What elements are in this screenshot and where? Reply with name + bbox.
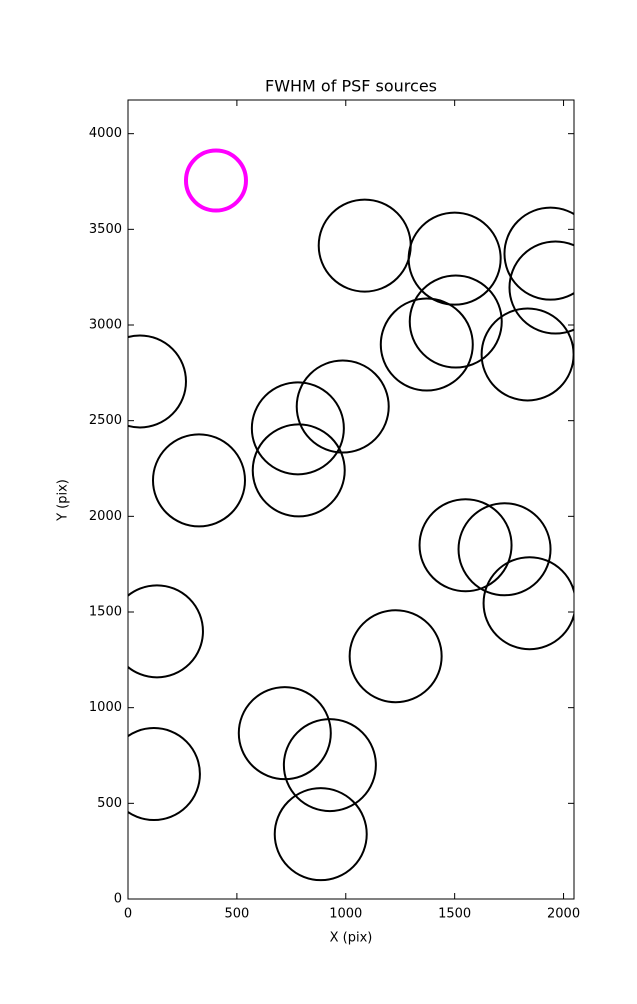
source-marker: [250, 381, 345, 476]
source-marker: [295, 359, 390, 454]
x-tick-label: 1500: [438, 907, 471, 922]
y-tick-label: 4000: [89, 126, 122, 141]
source-marker: [273, 787, 368, 882]
source-marker: [482, 556, 574, 651]
source-marker: [282, 718, 377, 813]
plot-area: [128, 148, 574, 882]
y-tick-label: 1500: [89, 605, 122, 620]
source-marker: [251, 423, 346, 518]
source-marker: [457, 502, 552, 597]
source-marker: [503, 206, 574, 301]
x-tick-label: 0: [124, 907, 132, 922]
y-tick-label: 3500: [89, 222, 122, 237]
source-marker: [128, 334, 187, 429]
source-marker: [379, 297, 474, 392]
y-axis-label: Y (pix): [56, 479, 71, 522]
y-tick-label: 0: [114, 892, 122, 907]
source-marker: [508, 240, 574, 335]
source-marker: [237, 686, 332, 781]
source-marker: [183, 148, 248, 213]
y-tick-label: 500: [97, 796, 122, 811]
chart-title: FWHM of PSF sources: [265, 77, 437, 96]
source-marker: [128, 584, 204, 679]
axes-frame: [127, 99, 575, 900]
x-tick-label: 500: [224, 907, 249, 922]
source-marker: [151, 433, 246, 528]
source-marker: [128, 727, 201, 822]
source-marker: [407, 211, 502, 306]
x-tick-label: 1000: [329, 907, 362, 922]
y-tick-label: 2500: [89, 413, 122, 428]
x-tick-label: 2000: [547, 907, 580, 922]
source-marker: [418, 498, 513, 593]
y-tick-label: 1000: [89, 700, 122, 715]
y-tick-label: 3000: [89, 318, 122, 333]
y-tick-label: 2000: [89, 509, 122, 524]
source-marker: [348, 609, 443, 704]
source-marker: [408, 274, 503, 369]
x-axis-label: X (pix): [330, 931, 373, 946]
